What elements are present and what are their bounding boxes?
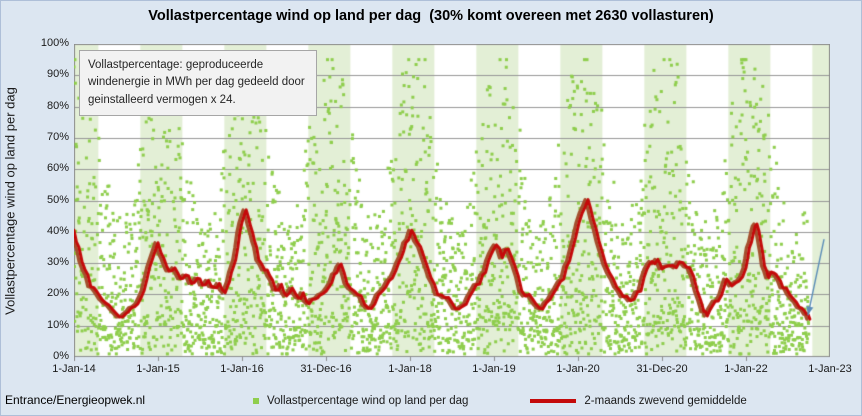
legend-item-scatter: Vollastpercentage wind op land per dag [253, 395, 468, 407]
red-line-marker-icon [530, 399, 577, 403]
x-tick-label: 1-Jan-23 [808, 363, 852, 375]
y-tick-label: 0% [53, 350, 69, 362]
y-tick-label: 10% [46, 318, 69, 331]
y-tick-label: 70% [46, 130, 69, 143]
legend-scatter-label: Vollastpercentage wind op land per dag [267, 395, 469, 407]
green-square-marker-icon [253, 398, 259, 404]
chart-title: Vollastpercentage wind op land per dag (… [148, 8, 714, 24]
legend-item-line: 2-maands zwevend gemiddelde [530, 395, 747, 407]
x-tick-label: 31-Dec-20 [636, 363, 688, 375]
x-tick-label: 1-Jan-22 [724, 363, 768, 375]
y-tick-label: 100% [40, 37, 69, 49]
y-axis-title: Vollastpercentage wind op land per dag [2, 87, 18, 315]
source-label: Entrance/Energieopwek.nl [5, 393, 146, 407]
y-tick-label: 40% [46, 224, 69, 237]
y-tick-label: 60% [46, 162, 69, 175]
x-tick-label: 1-Jan-16 [220, 363, 264, 375]
x-tick-label: 1-Jan-18 [388, 363, 432, 375]
x-tick-label: 1-Jan-19 [472, 363, 516, 375]
legend-line-label: 2-maands zwevend gemiddelde [584, 395, 747, 407]
x-tick-label: 31-Dec-16 [300, 363, 352, 375]
x-tick-label: 1-Jan-20 [556, 363, 600, 375]
y-tick-label: 20% [46, 287, 69, 300]
y-tick-label: 50% [46, 193, 69, 206]
x-tick-label: 1-Jan-15 [136, 363, 180, 375]
y-tick-label: 30% [46, 256, 69, 269]
y-tick-label: 90% [46, 68, 69, 81]
y-tick-label: 80% [46, 99, 69, 112]
chart-legend: Vollastpercentage wind op land per dag 2… [253, 392, 747, 410]
x-tick-label: 1-Jan-14 [52, 363, 96, 375]
definition-text: Vollastpercentage: geproduceerde windene… [88, 59, 305, 106]
definition-text-box: Vollastpercentage: geproduceerde windene… [79, 50, 317, 116]
